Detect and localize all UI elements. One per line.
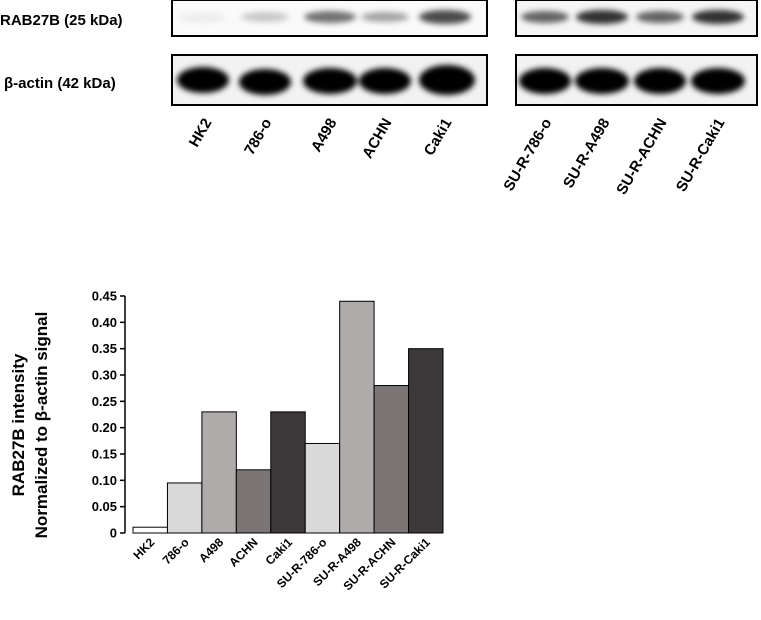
y-tick-label: 0.05 [92,499,117,514]
x-tick-label: A498 [196,535,226,565]
y-tick-label: 0.35 [92,341,117,356]
bar [304,442,341,534]
blot-panel [171,0,758,106]
lane-label: ACHN [359,116,395,162]
bar [201,411,237,534]
lane-label: SU-R-786-o [500,116,555,195]
bar-chart: 0 0.05 0.10 0.15 0.20 0.25 0.30 0.35 0.40 0.45 HK2… [92,289,444,593]
x-tick-label: ACHN [226,535,260,569]
lane-label: SU-R-Caki1 [673,116,729,195]
y-tick-label: 0.40 [92,315,117,330]
lane-label: HK2 [186,116,216,150]
lane-label: A498 [308,116,341,156]
lane-label: 786-o [241,116,275,158]
bar [235,469,272,534]
bar [408,348,444,534]
x-tick-label: 786-o [160,535,192,567]
lane-label: SU-R-ACHN [613,116,670,198]
y-tick-label: 0.30 [92,368,117,383]
y-tick-label: 0.25 [92,394,117,409]
y-tick-label: 0 [110,526,117,541]
lane-label: SU-R-A498 [560,116,613,192]
y-tick-label: 0.20 [92,420,117,435]
blot-row-label: β-actin (42 kDa) [4,75,116,92]
bar [270,411,306,534]
y-tick-label: 0.15 [92,447,117,462]
y-tick-label: 0.10 [92,473,117,488]
y-tick-label: 0.45 [92,289,117,304]
blot-row-label: RAB27B (25 kDa) [0,12,123,29]
bar [132,526,168,534]
bar [166,482,203,534]
y-axis-title: RAB27B intensity [9,353,28,496]
lane-label: Caki1 [421,116,456,159]
x-tick-label: Caki1 [263,535,296,568]
y-axis-title: Normalized to β-actin signal [32,312,51,539]
x-tick-label: HK2 [130,535,157,562]
bar [373,385,410,534]
bar [339,300,375,534]
